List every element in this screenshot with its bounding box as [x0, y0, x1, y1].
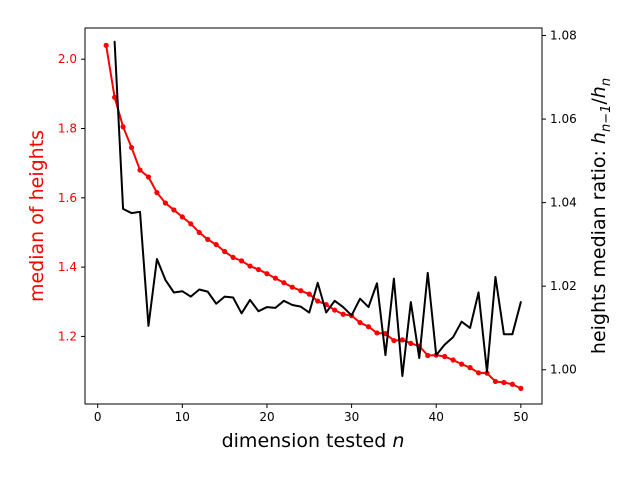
x-axis: 0 10 20 30 40 50	[94, 404, 528, 424]
median-heights-point	[475, 370, 482, 376]
median-heights-point	[264, 271, 270, 277]
median-heights-point	[450, 357, 456, 363]
median-heights-point	[509, 381, 515, 387]
median-heights-point	[332, 307, 338, 313]
median-heights-point	[357, 319, 363, 326]
median-heights-point	[518, 385, 524, 392]
right-y-axis: 1.00 1.02 1.04 1.06 1.08	[542, 29, 577, 377]
right-tick-label: 1.04	[550, 196, 577, 210]
median-ratio-line	[113, 40, 522, 378]
median-heights-point	[238, 258, 245, 264]
left-tick-label: 1.8	[58, 121, 77, 135]
median-heights-point	[492, 378, 499, 385]
x-axis-label: dimension tested n	[222, 430, 405, 452]
left-y-axis: 1.2 1.4 1.6 1.8 2.0	[58, 52, 85, 343]
median-heights-point	[501, 379, 507, 386]
plot-frame	[84, 27, 543, 405]
median-heights-point	[154, 190, 160, 196]
right-tick-label: 1.00	[550, 363, 577, 377]
left-tick-label: 2.0	[58, 52, 77, 66]
median-heights-point	[162, 200, 168, 206]
left-tick-label: 1.4	[58, 260, 77, 274]
median-heights-point	[391, 337, 397, 344]
left-tick-label: 1.6	[58, 191, 77, 205]
median-heights-point	[306, 291, 312, 297]
median-heights-point	[222, 248, 228, 255]
median-heights-point	[315, 298, 321, 304]
median-heights-point	[408, 340, 414, 346]
median-heights-point	[120, 124, 126, 130]
median-heights-point	[272, 275, 279, 281]
x-tick-label: 50	[513, 410, 528, 424]
right-tick-label: 1.02	[550, 279, 577, 293]
median-heights-point	[188, 221, 194, 227]
median-heights-point	[247, 263, 253, 269]
median-heights-point	[298, 288, 304, 294]
median-heights-point	[112, 94, 118, 100]
median-heights-point	[340, 311, 346, 317]
median-heights-point	[213, 241, 219, 248]
median-heights-point	[179, 214, 185, 220]
median-heights-point	[205, 236, 211, 242]
right-tick-label: 1.06	[550, 112, 577, 126]
median-heights-point	[484, 370, 490, 376]
median-heights-point	[137, 167, 143, 173]
x-tick-label: 0	[94, 410, 102, 424]
series-layer	[103, 40, 524, 392]
median-heights-point	[196, 229, 202, 236]
median-heights-point	[459, 361, 465, 367]
median-heights-point	[365, 324, 372, 330]
right-tick-label: 1.08	[550, 29, 577, 43]
median-heights-point	[425, 352, 431, 359]
median-heights-point	[103, 42, 109, 48]
x-tick-label: 10	[175, 410, 190, 424]
median-heights-point	[128, 144, 135, 151]
x-tick-label: 40	[429, 410, 444, 424]
right-axis-label: heights median ratio: hn−1/hn	[588, 78, 614, 354]
median-heights-point	[281, 280, 287, 286]
median-heights-point	[255, 266, 262, 273]
median-heights-point	[145, 174, 152, 180]
median-heights-point	[442, 353, 448, 360]
median-heights-point	[467, 365, 473, 371]
median-heights-point	[230, 254, 236, 261]
median-heights-point	[171, 207, 177, 213]
median-heights-point	[289, 284, 295, 290]
x-tick-label: 20	[259, 410, 274, 424]
left-tick-label: 1.2	[58, 329, 77, 343]
median-heights-point	[399, 337, 405, 343]
median-heights-point	[374, 330, 380, 336]
x-tick-label: 30	[344, 410, 359, 424]
left-axis-label: median of heights	[26, 130, 48, 302]
